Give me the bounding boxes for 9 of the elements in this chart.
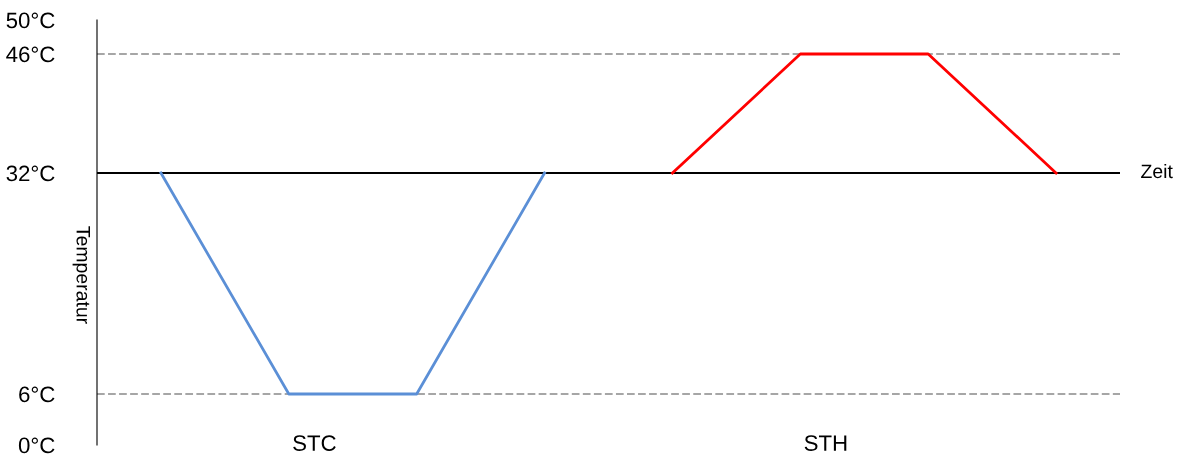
annotation: STH (804, 435, 847, 451)
y-tick-label: 46°C (6, 46, 55, 63)
y-tick-label: 0°C (18, 437, 55, 454)
y-tick-label: 32°C (6, 165, 55, 182)
y-tick-label: 50°C (6, 12, 55, 29)
y-tick-label: 6°C (19, 386, 55, 403)
y-axis-title: Temperatur (72, 226, 90, 324)
annotation: STC (293, 435, 336, 451)
x-axis-title: Zeit (1141, 163, 1173, 179)
